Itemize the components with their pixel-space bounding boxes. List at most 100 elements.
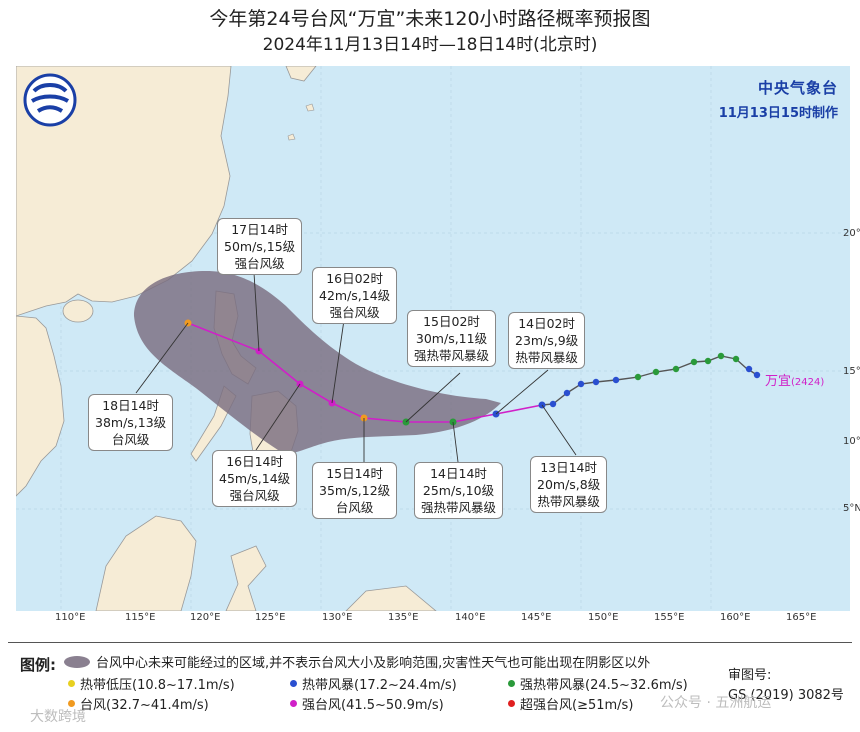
legend-item-sts: 强热带风暴(24.5~32.6m/s) [508, 674, 688, 693]
callout-level: 热带风暴级 [515, 350, 578, 365]
callout-wind: 50m/s,15级 [224, 239, 296, 254]
legend-label: 热带低压(10.8~17.1m/s) [80, 678, 235, 693]
issue-time: 11月13日15时制作 [718, 106, 838, 121]
callout-wind: 35m/s,12级 [319, 483, 391, 498]
lat-label: 10°N [843, 436, 860, 447]
lon-label: 145°E [521, 612, 552, 623]
legend-item-sty: 强台风(41.5~50.9m/s) [290, 694, 444, 713]
lat-label: 15°N [843, 366, 860, 377]
lon-label: 155°E [654, 612, 685, 623]
typhoon-code: (2424) [791, 377, 825, 388]
callout-18d14h: 18日14时 38m/s,13级 台风级 [88, 394, 174, 451]
callout-15d14h: 15日14时 35m/s,12级 台风级 [312, 462, 398, 519]
lon-label: 110°E [55, 612, 86, 623]
approval-number: GS (2019) 3082号 [728, 688, 844, 703]
legend-label: 超强台风(≥51m/s) [520, 698, 634, 713]
agency-name: 中央气象台 [757, 79, 838, 97]
watermark-right: 公众号 · 五洲航运 [660, 695, 772, 711]
japan-land [285, 66, 317, 82]
legend-label: 热带风暴(17.2~24.4m/s) [302, 678, 457, 693]
callout-time: 17日14时 [231, 222, 288, 237]
callout-time: 13日14时 [540, 460, 598, 475]
callout-time: 16日02时 [326, 271, 383, 286]
callout-level: 台风级 [111, 432, 150, 447]
callout-wind: 23m/s,9级 [515, 333, 579, 348]
callout-time: 15日02时 [423, 314, 480, 329]
lon-label: 115°E [125, 612, 156, 623]
callout-wind: 45m/s,14级 [219, 471, 291, 486]
hainan-island [62, 299, 94, 323]
callout-16d02h: 16日02时 42m/s,14级 强台风级 [312, 267, 398, 324]
legend-area-item: 台风中心未来可能经过的区域,并不表示台风大小及影响范围,灾害性天气也可能出现在阴… [64, 652, 650, 671]
callout-level: 台风级 [335, 500, 374, 515]
callout-13d14h: 13日14时 20m/s,8级 热带风暴级 [530, 456, 608, 513]
watermark-left: 大数跨境 [30, 709, 86, 725]
callout-time: 16日14时 [226, 454, 283, 469]
callout-level: 强热带风暴级 [421, 500, 497, 515]
probability-area-swatch [64, 655, 90, 668]
lat-label: 5°N [843, 503, 860, 514]
legend-item-ty: 台风(32.7~41.4m/s) [68, 694, 209, 713]
callout-time: 14日02时 [518, 316, 576, 331]
callout-leaders [135, 272, 577, 463]
ryukyu-islands [287, 103, 315, 141]
legend-dot-green [508, 680, 515, 687]
legend-label: 强热带风暴(24.5~32.6m/s) [520, 678, 688, 693]
typhoon-name-label: 万宜(2424) [765, 370, 824, 389]
legend-area-text: 台风中心未来可能经过的区域,并不表示台风大小及影响范围,灾害性天气也可能出现在阴… [96, 656, 651, 671]
callout-level: 强台风级 [229, 488, 280, 503]
borneo-land [95, 515, 197, 611]
map-title: 今年第24号台风“万宜”未来120小时路径概率预报图 [209, 8, 651, 30]
lon-label: 165°E [786, 612, 817, 623]
legend-label: 台风(32.7~41.4m/s) [80, 698, 209, 713]
callout-14d14h: 14日14时 25m/s,10级 强热带风暴级 [414, 462, 504, 519]
typhoon-track-map [16, 66, 850, 611]
map-subtitle: 2024年11月13日14时—18日14时(北京时) [262, 35, 598, 55]
typhoon-name: 万宜 [765, 374, 792, 389]
legend-item-td: 热带低压(10.8~17.1m/s) [68, 674, 235, 693]
new-guinea-land [345, 585, 437, 611]
legend-title: 图例: [20, 656, 56, 674]
lon-label: 160°E [720, 612, 751, 623]
callout-15d02h: 15日02时 30m/s,11级 强热带风暴级 [407, 310, 497, 367]
indochina-land [16, 315, 65, 497]
approval-title: 审图号: [728, 668, 772, 683]
callout-wind: 30m/s,11级 [415, 331, 488, 346]
lon-label: 150°E [588, 612, 619, 623]
lon-label: 140°E [455, 612, 486, 623]
callout-time: 18日14时 [102, 398, 159, 413]
callout-time: 14日14时 [430, 466, 487, 481]
callout-wind: 25m/s,10级 [422, 483, 495, 498]
callout-wind: 42m/s,14级 [319, 288, 391, 303]
legend-dot-blue [290, 680, 297, 687]
legend-item-superty: 超强台风(≥51m/s) [508, 694, 633, 713]
callout-16d14h: 16日14时 45m/s,14级 强台风级 [212, 450, 298, 507]
legend-dot-magenta [290, 700, 297, 707]
probability-cone [134, 271, 501, 454]
callout-level: 强台风级 [329, 305, 380, 320]
callout-time: 15日14时 [326, 466, 383, 481]
callout-14d02h: 14日02时 23m/s,9级 热带风暴级 [508, 312, 586, 369]
callout-level: 强热带风暴级 [414, 348, 490, 363]
legend-divider [8, 642, 852, 643]
lon-label: 125°E [255, 612, 286, 623]
legend-label: 强台风(41.5~50.9m/s) [302, 698, 444, 713]
lon-label: 135°E [388, 612, 419, 623]
lon-label: 130°E [322, 612, 353, 623]
cma-logo [23, 73, 77, 127]
legend-dot-yellow [68, 680, 75, 687]
sulawesi-land [225, 545, 267, 611]
legend-item-ts: 热带风暴(17.2~24.4m/s) [290, 674, 457, 693]
observed-points [549, 352, 761, 408]
callout-wind: 20m/s,8级 [537, 477, 601, 492]
legend-panel: 图例: 台风中心未来可能经过的区域,并不表示台风大小及影响范围,灾害性天气也可能… [0, 640, 860, 732]
legend-dot-orange [68, 700, 75, 707]
lat-label: 20°N [843, 228, 860, 239]
agency-block: 中央气象台 11月13日15时制作 [719, 77, 838, 121]
callout-17d14h: 17日14时 50m/s,15级 强台风级 [217, 218, 303, 275]
callout-level: 热带风暴级 [537, 494, 600, 509]
callout-wind: 38m/s,13级 [95, 415, 167, 430]
lon-label: 120°E [190, 612, 221, 623]
legend-dot-red [508, 700, 515, 707]
callout-level: 强台风级 [234, 256, 285, 271]
